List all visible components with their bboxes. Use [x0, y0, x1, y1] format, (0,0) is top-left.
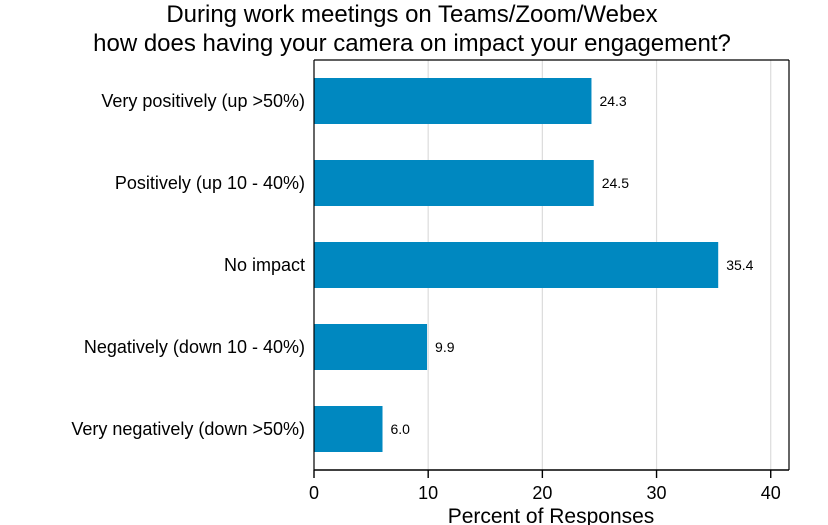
data-label-4: 6.0 [391, 421, 411, 437]
x-tick-label-0: 0 [309, 483, 319, 503]
x-tick-label-10: 10 [418, 483, 438, 503]
bars: 24.3 24.5 35.4 9.9 6.0 [314, 78, 754, 452]
category-label-2: No impact [224, 255, 305, 275]
data-label-1: 24.5 [602, 175, 629, 191]
x-tick-label-30: 30 [647, 483, 667, 503]
x-tick-label-40: 40 [761, 483, 781, 503]
chart-title: During work meetings on Teams/Zoom/Webex… [93, 1, 731, 57]
category-label-3: Negatively (down 10 - 40%) [84, 337, 305, 357]
x-axis-ticks: 0 10 20 30 40 [309, 470, 781, 503]
data-label-3: 9.9 [435, 339, 455, 355]
category-label-4: Very negatively (down >50%) [71, 419, 305, 439]
bar-1 [314, 160, 594, 206]
category-label-1: Positively (up 10 - 40%) [115, 173, 305, 193]
category-labels: Very positively (up >50%) Positively (up … [71, 91, 305, 439]
x-axis-title: Percent of Responses [448, 505, 655, 525]
category-label-0: Very positively (up >50%) [101, 91, 305, 111]
bar-0 [314, 78, 592, 124]
chart-title-line-1: During work meetings on Teams/Zoom/Webex [166, 1, 657, 28]
x-tick-label-20: 20 [532, 483, 552, 503]
data-label-2: 35.4 [726, 257, 753, 273]
plot-frame [313, 59, 790, 471]
chart-title-line-2: how does having your camera on impact yo… [93, 30, 731, 57]
bar-3 [314, 324, 428, 370]
data-label-0: 24.3 [599, 93, 626, 109]
bar-2 [314, 242, 719, 288]
bar-4 [314, 406, 383, 452]
